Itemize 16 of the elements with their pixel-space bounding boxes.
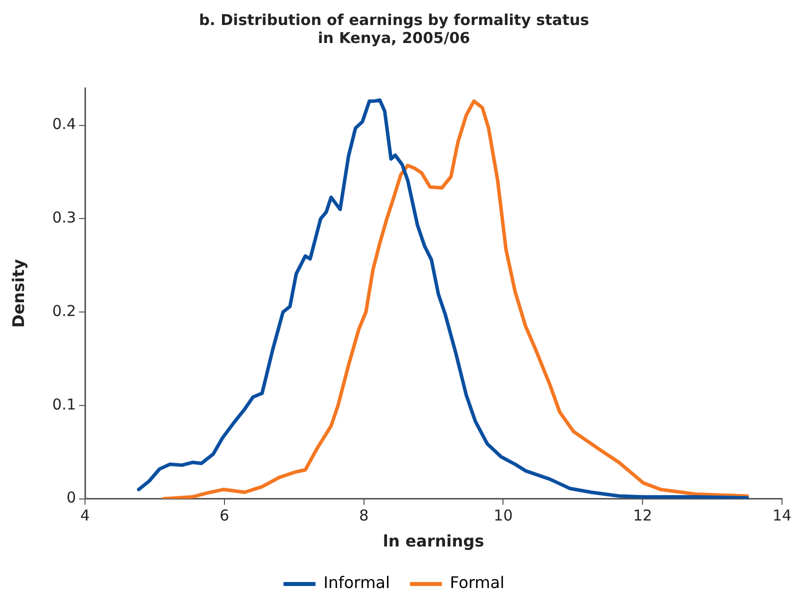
x-tick-label: 8 bbox=[359, 506, 369, 525]
x-tick-label: 4 bbox=[80, 506, 90, 525]
x-tick-label: 12 bbox=[633, 506, 652, 525]
legend-label: Informal bbox=[324, 573, 390, 592]
y-axis-title: Density bbox=[8, 258, 28, 328]
x-axis-title: ln earnings bbox=[382, 532, 484, 551]
y-tick-label: 0.4 bbox=[52, 115, 76, 134]
x-tick-label: 10 bbox=[494, 506, 513, 525]
legend-label: Formal bbox=[450, 573, 504, 592]
y-tick-label: 0.2 bbox=[52, 302, 76, 320]
y-tick-label: 0.3 bbox=[52, 208, 76, 227]
y-tick-label: 0.1 bbox=[52, 395, 76, 414]
y-tick-label: 0 bbox=[66, 488, 76, 507]
chart-title: b. Distribution of earnings by formality status in Kenya, 2005/06 bbox=[198, 10, 590, 47]
x-tick-label: 6 bbox=[220, 506, 230, 525]
x-tick-label: 14 bbox=[772, 506, 792, 525]
